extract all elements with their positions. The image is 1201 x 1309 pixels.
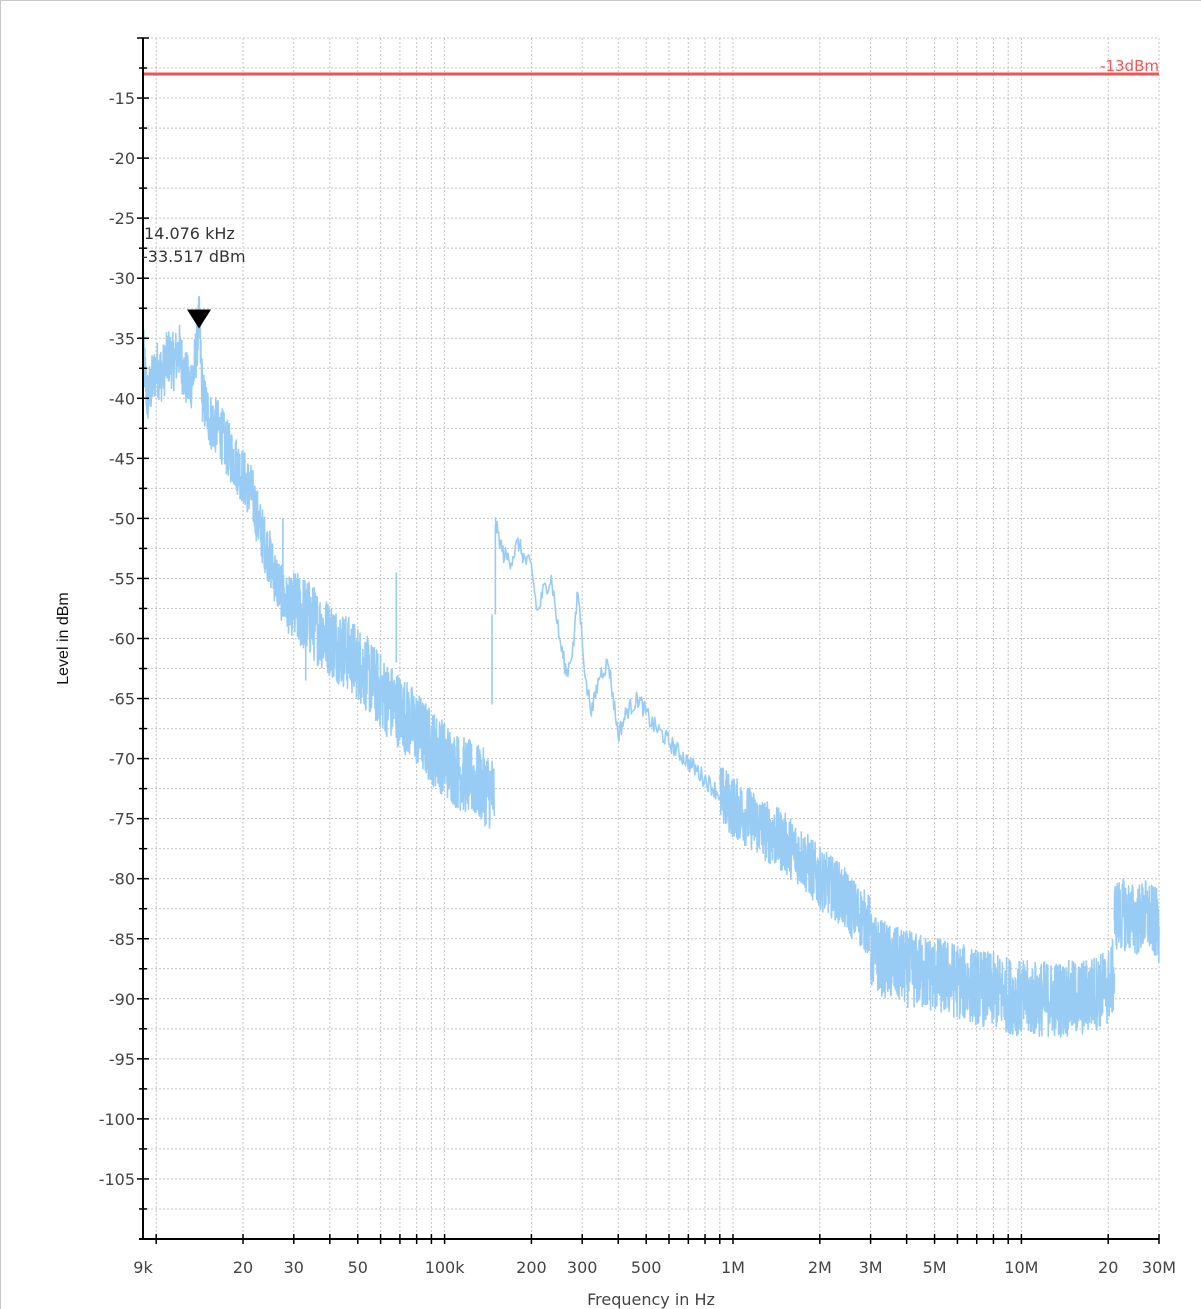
x-tick-label: 3M <box>859 1258 883 1277</box>
x-tick-label: 20 <box>233 1258 253 1277</box>
limit-label: -13dBm <box>1100 57 1159 75</box>
trace-segment <box>719 767 872 954</box>
y-tick-label: -45 <box>109 449 135 468</box>
y-tick-label: -90 <box>109 990 135 1009</box>
y-axis-title: Level in dBm <box>55 592 72 685</box>
x-tick-label: 30M <box>1142 1258 1176 1277</box>
y-tick-label: -70 <box>109 750 135 769</box>
trace-segment <box>1113 878 1160 964</box>
y-tick-label: -75 <box>109 810 135 829</box>
trace-segment <box>494 517 721 801</box>
y-tick-label: -60 <box>109 630 135 649</box>
marker-triangle-icon[interactable] <box>187 309 212 329</box>
y-tick-label: -105 <box>99 1170 135 1189</box>
y-tick-label: -30 <box>109 269 135 288</box>
y-tick-label: -95 <box>109 1050 135 1069</box>
x-tick-label: 50 <box>348 1258 368 1277</box>
marker-frequency-label: 14.076 kHz <box>144 224 235 243</box>
peak-marker: 14.076 kHz -33.517 dBm <box>142 224 246 329</box>
y-tick-label: -25 <box>109 209 135 228</box>
y-ticks: -15 -20 -25 -30 -35 -40 -45 -50 -55 -60 -65 -70 -75 -… <box>99 37 149 1210</box>
x-tick-label: 10M <box>1004 1258 1038 1277</box>
y-tick-label: -35 <box>109 329 135 348</box>
x-tick-label: 9k <box>133 1258 153 1277</box>
x-tick-label: 300 <box>567 1258 598 1277</box>
trace-segment <box>869 913 1116 1038</box>
x-tick-label: 1M <box>721 1258 745 1277</box>
y-tick-label: -20 <box>109 149 135 168</box>
y-tick-label: -80 <box>109 870 135 889</box>
y-tick-label: -85 <box>109 930 135 949</box>
grid-lines <box>143 37 1160 1239</box>
x-ticks: 9k 20 30 50 100k 200 300 500 1M 2M 3M 5M 10M 20 30M <box>133 1234 1176 1277</box>
x-tick-label: 500 <box>631 1258 662 1277</box>
x-tick-label: 5M <box>923 1258 947 1277</box>
y-tick-label: -50 <box>109 509 135 528</box>
y-tick-label: -100 <box>99 1110 135 1129</box>
y-tick-label: -55 <box>109 569 135 588</box>
x-axis-title: Frequency in Hz <box>587 1290 715 1309</box>
y-tick-label: -40 <box>109 389 135 408</box>
trace-segment <box>293 572 496 829</box>
x-tick-label: 20 <box>1098 1258 1118 1277</box>
marker-level-label: -33.517 dBm <box>142 247 246 266</box>
x-tick-label: 200 <box>516 1258 547 1277</box>
y-tick-label: -65 <box>109 690 135 709</box>
x-tick-label: 2M <box>808 1258 832 1277</box>
x-tick-label: 30 <box>284 1258 304 1277</box>
x-tick-label: 100k <box>425 1258 466 1277</box>
y-tick-label: -15 <box>109 89 135 108</box>
limit-line-group: -13dBm <box>143 57 1159 76</box>
trace-segment <box>142 295 295 636</box>
spectrum-trace <box>142 295 1160 1038</box>
